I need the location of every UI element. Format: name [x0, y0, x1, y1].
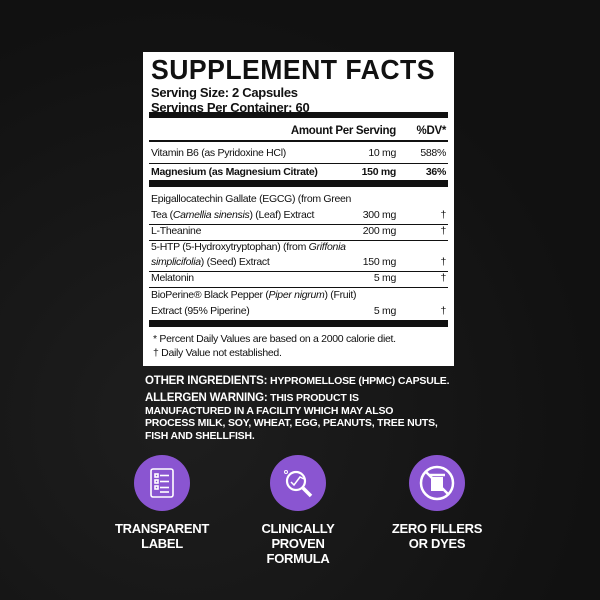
row-dv: † — [440, 225, 446, 237]
text: CLINICALLY PROVEN — [261, 521, 335, 551]
divider — [149, 271, 448, 272]
row-dv: † — [440, 209, 446, 221]
magnifier-chart-icon — [270, 455, 326, 511]
checklist-icon — [134, 455, 190, 511]
text: FORMULA — [266, 551, 330, 566]
label: ALLERGEN WARNING: — [145, 392, 268, 404]
servings-per-container: Servings Per Container: 60 — [151, 100, 310, 115]
label: OTHER INGREDIENTS: — [145, 375, 268, 387]
divider — [149, 287, 448, 288]
divider — [149, 163, 448, 164]
text: BioPerine® Black Pepper ( — [151, 289, 269, 301]
divider — [149, 180, 448, 187]
row-amount: 10 mg — [368, 147, 396, 159]
supplement-facts-panel: SUPPLEMENT FACTS Serving Size: 2 Capsule… — [143, 52, 454, 366]
text: Griffonia — [308, 241, 346, 253]
divider — [149, 320, 448, 327]
row-label: Melatonin — [151, 272, 194, 284]
other-ingredients: OTHER INGREDIENTS: HYPROMELLOSE (HPMC) C… — [145, 375, 465, 388]
text: simplicifolia — [151, 256, 201, 268]
row-label: BioPerine® Black Pepper (Piper nigrum) (… — [151, 289, 357, 301]
no-trash-icon — [409, 455, 465, 511]
row-label: Epigallocatechin Gallate (EGCG) (from Gr… — [151, 193, 352, 205]
row-amount: 300 mg — [362, 209, 397, 221]
divider — [149, 224, 448, 225]
footnote-dagger: † Daily Value not established. — [153, 347, 282, 359]
divider — [149, 240, 448, 241]
footnote-dv: * Percent Daily Values are based on a 20… — [153, 333, 396, 345]
text: ) (Leaf) Extract — [249, 209, 315, 221]
text: THIS PRODUCT IS MANUFACTURED IN A FACILI… — [145, 392, 438, 442]
row-dv: † — [440, 305, 446, 317]
text: Tea ( — [151, 209, 173, 221]
row-amount: 150 mg — [361, 166, 397, 178]
row-amount: 150 mg — [362, 256, 397, 268]
feature-transparent-label: TRANSPARENT LABEL — [102, 455, 222, 551]
serving-size: Serving Size: 2 Capsules — [151, 85, 298, 100]
feature-zero-fillers: ZERO FILLERS OR DYES — [377, 455, 497, 551]
divider — [149, 140, 448, 142]
row-dv: † — [440, 256, 446, 268]
dv-header: %DV* — [416, 125, 447, 137]
divider — [149, 112, 448, 118]
feature-label: TRANSPARENT LABEL — [102, 521, 222, 551]
row-label-2: Extract (95% Piperine) — [151, 305, 250, 317]
row-label: Magnesium (as Magnesium Citrate) — [151, 166, 318, 178]
row-label: L-Theanine — [151, 225, 202, 237]
row-label: Vitamin B6 (as Pyridoxine HCl) — [151, 147, 286, 159]
text: TRANSPARENT — [115, 521, 209, 536]
feature-clinically-proven: CLINICALLY PROVEN FORMULA — [238, 455, 358, 566]
text: Piper nigrum — [268, 289, 325, 301]
row-label-2: Tea (Camellia sinensis) (Leaf) Extract — [151, 209, 314, 221]
row-label-2: simplicifolia) (Seed) Extract — [151, 256, 270, 268]
text: ) (Fruit) — [324, 289, 357, 301]
feature-label: CLINICALLY PROVEN FORMULA — [238, 521, 358, 566]
row-label: 5-HTP (5-Hydroxytryptophan) (from Griffo… — [151, 241, 346, 253]
text: 5-HTP (5-Hydroxytryptophan) (from — [151, 241, 309, 253]
allergen-warning: ALLERGEN WARNING: THIS PRODUCT IS MANUFA… — [145, 392, 445, 442]
row-dv: 588% — [420, 147, 446, 159]
row-dv: 36% — [425, 166, 446, 178]
panel-title: SUPPLEMENT FACTS — [151, 54, 435, 85]
text: OR DYES — [408, 536, 466, 551]
feature-label: ZERO FILLERS OR DYES — [377, 521, 497, 551]
text: Camellia sinensis — [172, 209, 250, 221]
row-amount: 200 mg — [362, 225, 397, 237]
text: HYPROMELLOSE (HPMC) CAPSULE. — [267, 375, 450, 387]
text: LABEL — [141, 536, 183, 551]
amount-header: Amount Per Serving — [290, 125, 396, 137]
text: ) (Seed) Extract — [200, 256, 270, 268]
text: ZERO FILLERS — [391, 521, 483, 536]
row-dv: † — [440, 272, 446, 284]
row-amount: 5 mg — [373, 305, 396, 317]
row-amount: 5 mg — [373, 272, 396, 284]
